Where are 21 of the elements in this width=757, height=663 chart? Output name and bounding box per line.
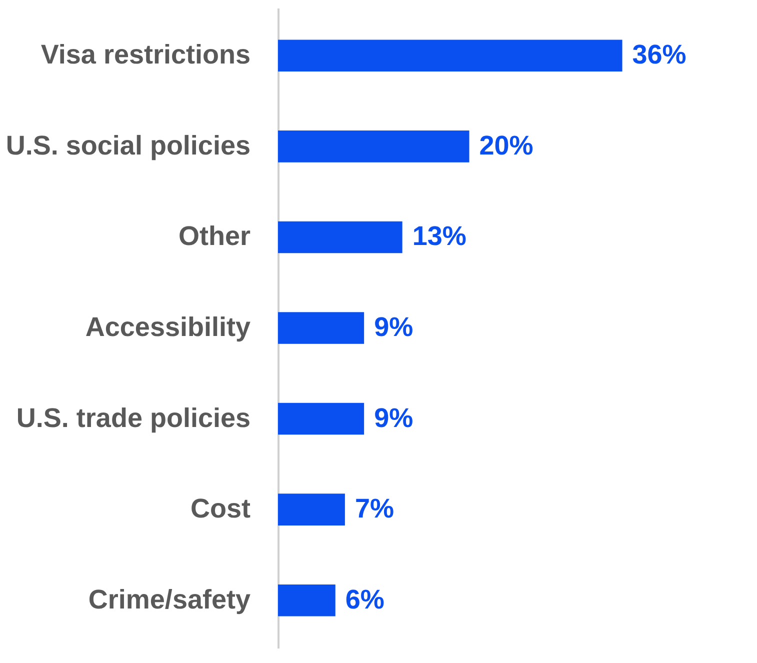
data-label: 9% bbox=[374, 312, 414, 342]
data-label: 9% bbox=[374, 402, 414, 433]
y-tick-label: U.S. trade policies bbox=[16, 402, 250, 433]
y-tick-label: Cost bbox=[190, 494, 251, 524]
bar bbox=[278, 40, 622, 72]
y-tick-label: Accessibility bbox=[85, 312, 250, 342]
bar bbox=[278, 312, 364, 344]
bar bbox=[278, 584, 336, 616]
bar bbox=[278, 221, 402, 254]
bar bbox=[278, 402, 364, 435]
y-tick-label: Other bbox=[178, 221, 251, 252]
bar bbox=[278, 130, 470, 162]
bar bbox=[278, 494, 345, 526]
data-label: 13% bbox=[412, 221, 466, 252]
data-label: 6% bbox=[345, 584, 384, 614]
y-tick-label: Crime/safety bbox=[88, 584, 250, 614]
y-tick-label: Visa restrictions bbox=[40, 40, 250, 70]
y-tick-label: U.S. social policies bbox=[6, 130, 250, 160]
data-label: 20% bbox=[479, 130, 534, 160]
data-label: 7% bbox=[354, 494, 394, 524]
data-label: 36% bbox=[632, 40, 686, 70]
